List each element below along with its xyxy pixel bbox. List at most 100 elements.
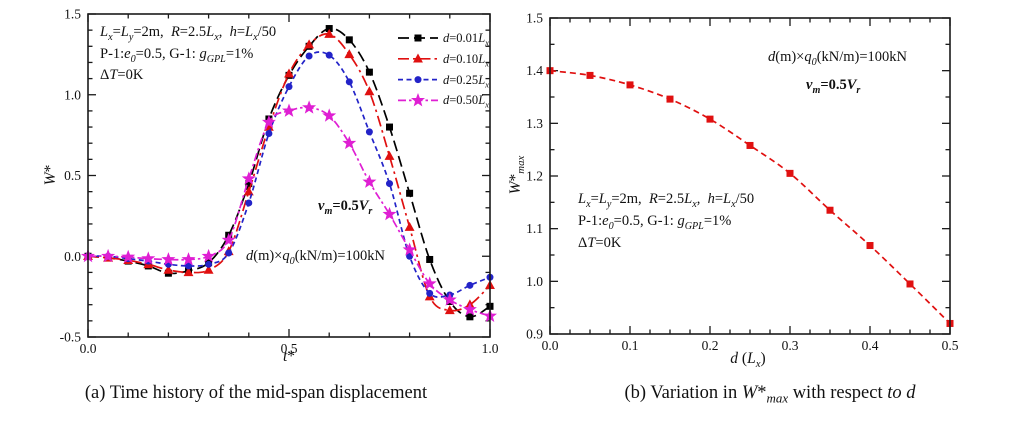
tick-labels-a: 0.0 0.5 1.0-0.50.00.51.01.5 bbox=[60, 7, 499, 357]
series-line-d-0.25Lx bbox=[87, 51, 491, 298]
circle-marker bbox=[185, 262, 192, 270]
square-marker bbox=[706, 115, 714, 123]
triangle-marker bbox=[203, 264, 214, 274]
circle-marker bbox=[345, 78, 353, 86]
y-tick-label: -0.5 bbox=[60, 330, 82, 345]
triangle-marker bbox=[163, 264, 174, 274]
star-marker bbox=[411, 93, 425, 107]
star-marker bbox=[302, 100, 317, 114]
star-marker bbox=[121, 249, 136, 263]
triangle-marker bbox=[344, 49, 355, 59]
star-marker bbox=[181, 252, 196, 266]
circle-marker bbox=[325, 51, 333, 59]
x-tick-label: 0.3 bbox=[782, 338, 799, 353]
circle-marker bbox=[365, 128, 373, 136]
circle-marker bbox=[265, 130, 273, 138]
y-tick-label: 0.0 bbox=[64, 249, 81, 264]
tick-labels-b: 0.0 0.1 0.2 0.3 0.4 0.5 0.9 1.0 1.1 1.2 1.3 1.4 1.5 bbox=[526, 11, 959, 354]
plot-frame-b bbox=[549, 17, 951, 335]
series-line-d-0.50Lx bbox=[87, 106, 491, 317]
x-tick-label: 0.2 bbox=[702, 338, 719, 353]
y-tick-label: 1.0 bbox=[64, 87, 81, 102]
star-marker bbox=[201, 248, 216, 263]
series-d-0.50Lx bbox=[81, 100, 497, 322]
triangle-marker bbox=[384, 150, 395, 160]
circle-marker bbox=[466, 281, 474, 289]
square-marker bbox=[414, 34, 422, 42]
circle-marker bbox=[205, 260, 213, 268]
caption-chart-a: (a) Time history of the mid-span displac… bbox=[84, 383, 428, 403]
square-marker bbox=[826, 206, 834, 214]
triangle-marker bbox=[324, 28, 335, 38]
y-tick-label: 1.3 bbox=[526, 116, 543, 131]
caption-chart-b: (b) Variation in W*max with respect to d bbox=[624, 383, 916, 406]
square-marker bbox=[386, 123, 393, 131]
annotation-speed-a: vm=0.5Vr bbox=[318, 198, 373, 217]
square-marker bbox=[906, 280, 914, 288]
y-tick-label: 1.4 bbox=[526, 63, 543, 78]
triangle-marker bbox=[444, 305, 455, 315]
square-marker bbox=[746, 141, 754, 149]
circle-marker bbox=[426, 289, 434, 297]
annotation-load-a: d(m)×q0(kN/m)=100kN bbox=[246, 248, 386, 267]
star-marker bbox=[462, 302, 477, 316]
y-tick-label: 0.9 bbox=[526, 327, 543, 342]
x-tick-label: 0.5 bbox=[942, 338, 959, 353]
square-marker bbox=[345, 36, 353, 44]
square-marker bbox=[666, 95, 674, 103]
star-marker bbox=[101, 248, 116, 263]
square-marker bbox=[626, 81, 634, 89]
plot-frame-a bbox=[87, 13, 491, 338]
star-marker bbox=[362, 174, 377, 188]
square-marker bbox=[426, 255, 434, 263]
star-marker bbox=[161, 252, 176, 266]
y-axis-label-a: W* bbox=[42, 164, 59, 186]
square-marker bbox=[365, 68, 373, 76]
square-marker bbox=[586, 71, 594, 79]
annotation-speed-b: vm=0.5Vr bbox=[806, 77, 861, 96]
triangle-marker bbox=[364, 86, 375, 96]
y-tick-label: 1.0 bbox=[526, 274, 543, 289]
star-marker bbox=[442, 292, 457, 306]
legend bbox=[398, 34, 438, 107]
square-marker bbox=[406, 189, 414, 197]
y-tick-label: 1.1 bbox=[526, 221, 543, 236]
x-axis-label-b: d (Lx) bbox=[730, 350, 766, 371]
chart-b: 0.0 0.1 0.2 0.3 0.4 0.5 0.9 1.0 1.1 1.2 1.3 1.4 1.5 bbox=[526, 11, 959, 354]
y-tick-label: 0.5 bbox=[64, 168, 81, 183]
legend-label-d-0.10Lx: d=0.10Lx bbox=[443, 51, 490, 69]
star-marker bbox=[382, 206, 397, 221]
triangle-marker bbox=[243, 186, 254, 196]
square-marker bbox=[786, 169, 794, 177]
square-marker bbox=[466, 313, 474, 321]
triangle-marker bbox=[304, 39, 315, 49]
x-tick-label: 0.0 bbox=[80, 341, 97, 356]
circle-marker bbox=[414, 76, 422, 84]
annotation-load-b: d(m)×q0(kN/m)=100kN bbox=[768, 49, 908, 68]
star-marker bbox=[402, 242, 417, 256]
star-marker bbox=[322, 108, 337, 122]
legend-label-d-0.50Lx: d=0.50Lx bbox=[443, 93, 490, 110]
triangle-marker bbox=[284, 68, 294, 78]
y-axis-label-b: W*max bbox=[507, 155, 528, 195]
star-marker bbox=[221, 232, 236, 247]
triangle-marker bbox=[413, 53, 423, 63]
triangle-marker bbox=[183, 267, 194, 277]
x-tick-label: 1.0 bbox=[482, 341, 499, 356]
star-marker bbox=[422, 276, 437, 290]
y-tick-label: 1.2 bbox=[526, 169, 543, 184]
star-marker bbox=[342, 135, 357, 150]
x-tick-label: 0.0 bbox=[542, 338, 559, 353]
x-tick-label: 0.4 bbox=[862, 338, 879, 353]
legend-label-d-0.01Lx: d=0.01Lx bbox=[443, 31, 490, 48]
x-tick-label: 0.5 bbox=[281, 341, 298, 356]
square-marker bbox=[325, 25, 333, 33]
legend-label-d-0.25Lx: d=0.25Lx bbox=[443, 72, 490, 90]
star-marker bbox=[241, 171, 256, 185]
star-marker bbox=[141, 251, 156, 265]
y-tick-label: 1.5 bbox=[64, 7, 81, 22]
x-axis-label-a: t* bbox=[282, 348, 296, 365]
y-tick-label: 1.5 bbox=[526, 11, 543, 26]
star-marker bbox=[282, 103, 296, 117]
